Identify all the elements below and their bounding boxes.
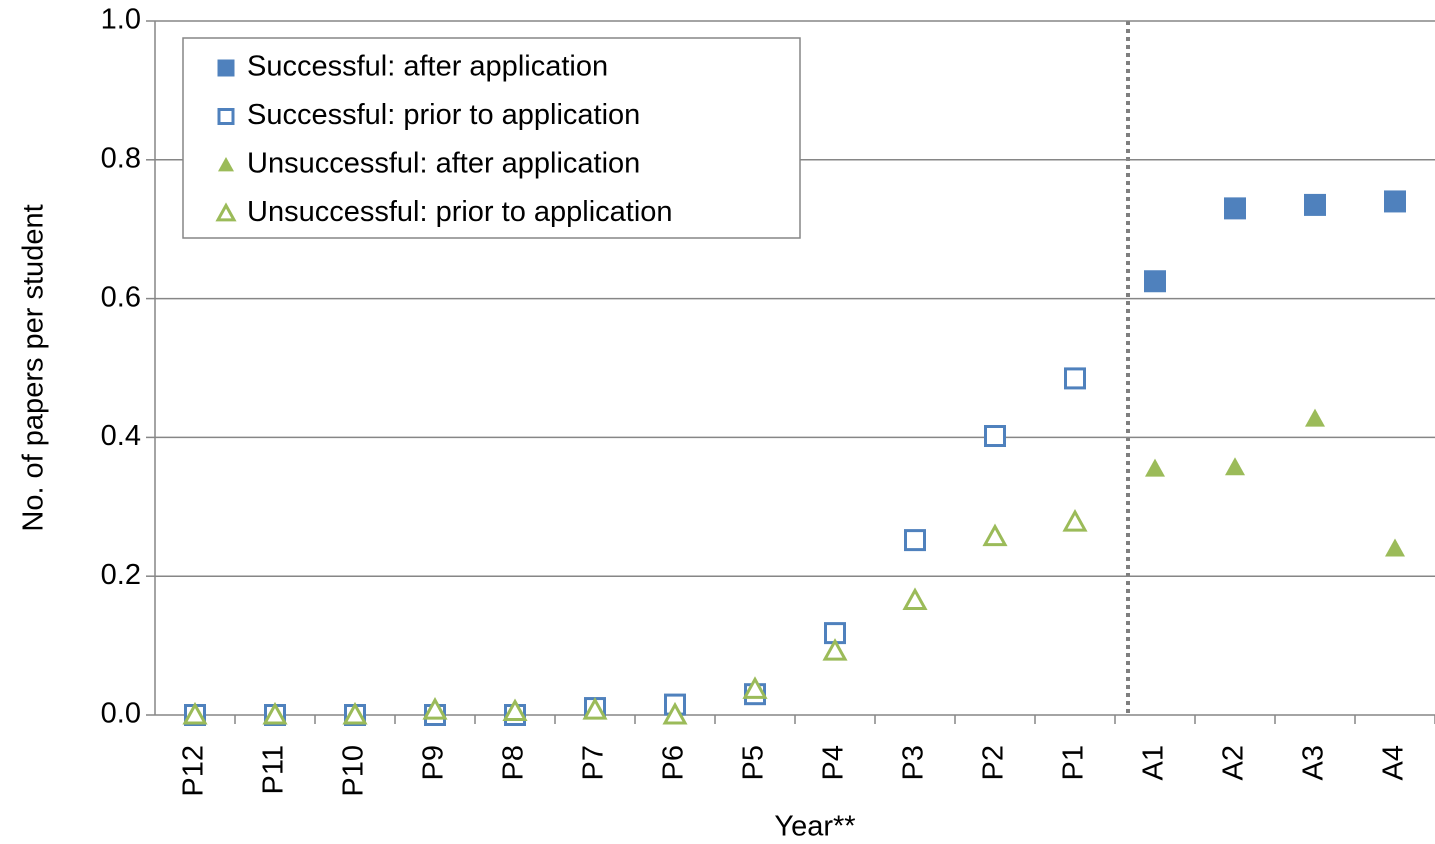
x-tick-label: P1 <box>1058 745 1090 780</box>
x-tick-label: P7 <box>578 745 610 780</box>
legend-marker <box>217 59 235 77</box>
x-tick-label: P6 <box>658 745 690 780</box>
data-point <box>582 697 608 720</box>
x-tick-label: P11 <box>258 745 290 794</box>
data-point <box>262 701 288 725</box>
legend-label: Unsuccessful: after application <box>247 148 640 180</box>
legend-marker <box>217 108 235 125</box>
x-tick-label: P5 <box>738 745 770 780</box>
data-point <box>342 701 368 725</box>
data-point <box>1224 197 1246 220</box>
y-tick-label: 0.8 <box>101 142 141 174</box>
data-point <box>904 529 926 552</box>
y-tick-label: 0.4 <box>101 420 141 452</box>
y-tick-label: 1.0 <box>101 4 141 36</box>
data-point <box>742 676 768 699</box>
data-point <box>1225 457 1245 476</box>
x-tick-label: A1 <box>1138 745 1170 780</box>
y-tick-label: 0.0 <box>101 698 141 730</box>
x-tick-label: P2 <box>978 745 1010 780</box>
data-point <box>1144 270 1166 293</box>
data-point <box>422 697 448 720</box>
legend-box <box>182 37 801 239</box>
y-tick-label: 0.6 <box>101 281 141 313</box>
legend-label: Unsuccessful: prior to application <box>247 196 673 228</box>
x-tick-label: P8 <box>498 745 530 780</box>
x-tick-label: P10 <box>338 745 370 797</box>
data-point <box>502 698 528 722</box>
y-axis-label: No. of papers per student <box>18 204 50 531</box>
data-point <box>1062 508 1088 532</box>
data-point <box>1304 193 1326 216</box>
x-axis-label: Year** <box>774 811 855 843</box>
x-tick-label: P3 <box>898 745 930 780</box>
data-point <box>984 425 1006 448</box>
data-point <box>1064 367 1086 390</box>
x-tick-label: P4 <box>818 745 850 780</box>
x-tick-label: A4 <box>1378 745 1410 780</box>
x-tick-label: P12 <box>178 745 210 797</box>
legend-label: Successful: prior to application <box>247 99 640 131</box>
data-point <box>1384 190 1406 213</box>
data-point <box>982 523 1008 547</box>
data-point <box>1305 408 1325 427</box>
x-tick-label: A3 <box>1298 745 1330 780</box>
data-point <box>902 587 928 610</box>
data-point <box>182 701 208 725</box>
legend-marker <box>218 157 234 172</box>
data-point <box>822 638 848 661</box>
x-tick-label: A2 <box>1218 745 1250 780</box>
data-point <box>1145 458 1165 477</box>
data-point <box>662 701 688 725</box>
x-tick-label: P9 <box>418 745 450 780</box>
data-point <box>1385 538 1405 557</box>
legend-marker <box>215 202 237 222</box>
legend-label: Successful: after application <box>247 51 608 83</box>
y-tick-label: 0.2 <box>101 559 141 591</box>
